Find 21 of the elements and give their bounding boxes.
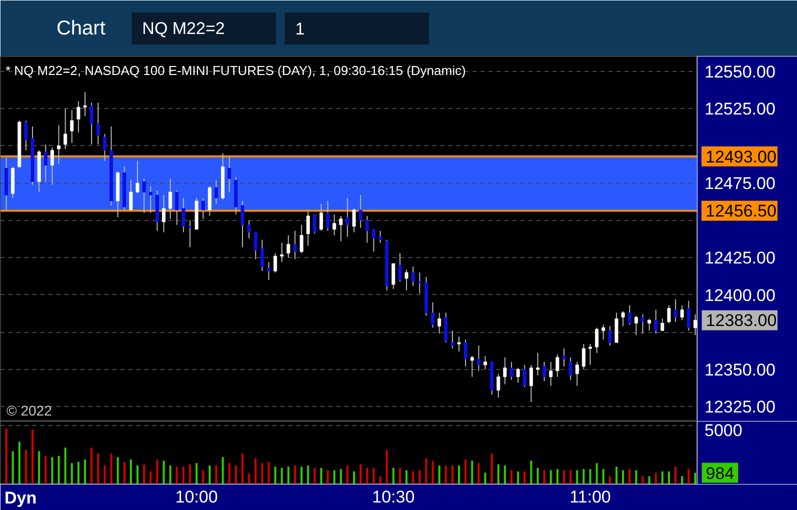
- text: Chart: [56, 18, 106, 40]
- y-tick-label: 12400.00: [704, 286, 776, 305]
- x-tick-label: 10:00: [175, 488, 218, 506]
- y-tick-label: 5000: [704, 420, 742, 440]
- y-tick-label: 12325.00: [704, 398, 776, 417]
- annotation: © 2022: [6, 402, 52, 418]
- ref-line-label: 12456.50: [706, 202, 776, 221]
- annotation: 984: [706, 464, 734, 483]
- text: 1: [295, 20, 305, 38]
- text: * NQ M22=2, NASDAQ 100 E-MINI FUTURES (DAY), 1, 09:30-16:15 (Dynamic): [6, 63, 466, 78]
- y-tick-label: 12425.00: [704, 248, 776, 268]
- x-tick-label: 11:00: [570, 488, 611, 506]
- annotation: 12383.00: [706, 311, 777, 330]
- y-tick-label: 12525.00: [704, 100, 776, 119]
- text: NQ M22=2: [142, 19, 225, 38]
- ref-line-label: 12493.00: [706, 147, 776, 166]
- y-tick-label: 12550.00: [704, 62, 776, 82]
- x-tick-label: 10:30: [372, 488, 415, 506]
- y-tick-label: 12475.00: [704, 174, 776, 194]
- text: Dyn: [4, 488, 37, 508]
- y-tick-label: 12350.00: [704, 360, 776, 380]
